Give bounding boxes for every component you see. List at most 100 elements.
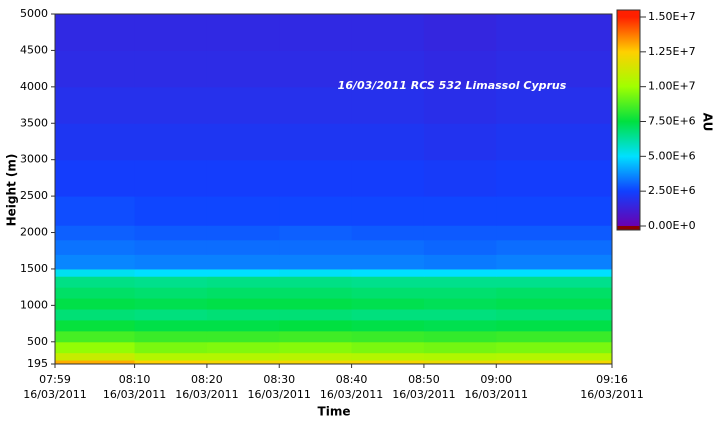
heatmap-cell	[55, 359, 136, 365]
heatmap-cell	[423, 287, 497, 299]
y-tick-label: 2000	[20, 226, 48, 239]
heatmap-cell	[206, 225, 280, 241]
heatmap-cell	[423, 239, 497, 255]
heatmap-cell	[279, 239, 353, 255]
heatmap-cell	[55, 268, 136, 277]
heatmap-cell	[134, 50, 208, 88]
heatmap-cell	[496, 225, 613, 241]
heatmap-cell	[279, 225, 353, 241]
heatmap-cell	[206, 330, 280, 343]
heatmap-cell	[423, 330, 497, 343]
heatmap-cell	[134, 123, 208, 161]
heatmap-cell	[206, 254, 280, 270]
heatmap-cell	[423, 86, 497, 124]
heatmap-cell	[351, 268, 425, 277]
heatmap-cell	[496, 319, 613, 332]
heatmap-cell	[134, 359, 208, 365]
x-tick-label: 08:50	[408, 373, 440, 386]
x-tick-label: 16/03/2011	[465, 388, 528, 401]
heatmap-cell	[134, 268, 208, 277]
heatmap-cell	[423, 359, 497, 365]
x-tick-label: 16/03/2011	[175, 388, 238, 401]
heatmap-cell	[351, 330, 425, 343]
heatmap-cell	[279, 14, 353, 51]
heatmap-cell	[279, 319, 353, 332]
heatmap-cell	[279, 123, 353, 161]
heatmap-cell	[206, 287, 280, 299]
heatmap-cell	[351, 14, 425, 51]
heatmap-cell	[351, 298, 425, 310]
x-tick-label: 16/03/2011	[320, 388, 383, 401]
colorbar-label: AU	[701, 113, 715, 132]
heatmap-cell	[206, 319, 280, 332]
heatmap-cell	[496, 341, 613, 354]
heatmap-cell	[496, 352, 613, 361]
colorbar-tick-label: 0.00E+0	[648, 219, 696, 232]
colorbar-tick-label: 7.50E+6	[648, 115, 696, 128]
heatmap-cell	[279, 50, 353, 88]
heatmap-cell	[279, 352, 353, 361]
heatmap-cell	[206, 159, 280, 197]
y-tick-label: 2500	[20, 189, 48, 202]
y-tick-label: 4500	[20, 43, 48, 56]
heatmap-cell	[279, 268, 353, 277]
heatmap-cell	[351, 287, 425, 299]
heatmap-cell	[351, 319, 425, 332]
heatmap-cell	[496, 276, 613, 288]
heatmap-cell	[55, 86, 136, 124]
heatmap-cell	[134, 86, 208, 124]
heatmap-cell	[496, 287, 613, 299]
heatmap-cell	[423, 196, 497, 226]
heatmap-cell	[279, 254, 353, 270]
colorbar-frame	[616, 9, 641, 231]
heatmap-cell	[206, 239, 280, 255]
heatmap-cell	[134, 14, 208, 51]
heatmap-cell	[55, 330, 136, 343]
heatmap-cell	[55, 239, 136, 255]
heatmap-cell	[55, 276, 136, 288]
x-axis-label: Time	[318, 405, 351, 419]
heatmap-cell	[496, 123, 613, 161]
heatmap-cell	[423, 159, 497, 197]
heatmap-cell	[423, 123, 497, 161]
heatmap-cell	[55, 225, 136, 241]
x-tick-label: 08:20	[191, 373, 223, 386]
heatmap-cell	[206, 14, 280, 51]
heatmap-cell	[279, 287, 353, 299]
heatmap-cell	[55, 50, 136, 88]
heatmap-cell	[206, 196, 280, 226]
heatmap-cell	[351, 196, 425, 226]
y-tick-label: 3000	[20, 153, 48, 166]
heatmap-cell	[134, 276, 208, 288]
heatmap-cell	[55, 298, 136, 310]
heatmap-cell	[134, 225, 208, 241]
x-tick-label: 08:40	[336, 373, 368, 386]
y-axis-label: Height (m)	[5, 154, 19, 227]
x-tick-label: 16/03/2011	[580, 388, 643, 401]
y-tick-label: 1500	[20, 262, 48, 275]
heatmap-cell	[206, 50, 280, 88]
heatmap-cell	[279, 196, 353, 226]
heatmap-cell	[134, 341, 208, 354]
heatmap-cell	[496, 254, 613, 270]
heatmap-cell	[351, 359, 425, 365]
heatmap-cell	[423, 254, 497, 270]
heatmap-cell	[351, 352, 425, 361]
x-tick-label: 09:16	[596, 373, 628, 386]
heatmap-cell	[496, 50, 613, 88]
heatmap-cell	[496, 14, 613, 51]
heatmap-cell	[351, 254, 425, 270]
heatmap-cell	[279, 159, 353, 197]
heatmap-cell	[55, 159, 136, 197]
y-tick-label: 195	[27, 357, 48, 370]
x-tick-label: 16/03/2011	[23, 388, 86, 401]
heatmap-cell	[496, 309, 613, 321]
heatmap-cell	[55, 309, 136, 321]
heatmap-cell	[55, 352, 136, 361]
heatmap-cell	[279, 276, 353, 288]
x-tick-label: 16/03/2011	[103, 388, 166, 401]
heatmap-cell	[351, 50, 425, 88]
heatmap-cell	[423, 298, 497, 310]
heatmap-cell	[351, 341, 425, 354]
heatmap-cell	[206, 359, 280, 365]
